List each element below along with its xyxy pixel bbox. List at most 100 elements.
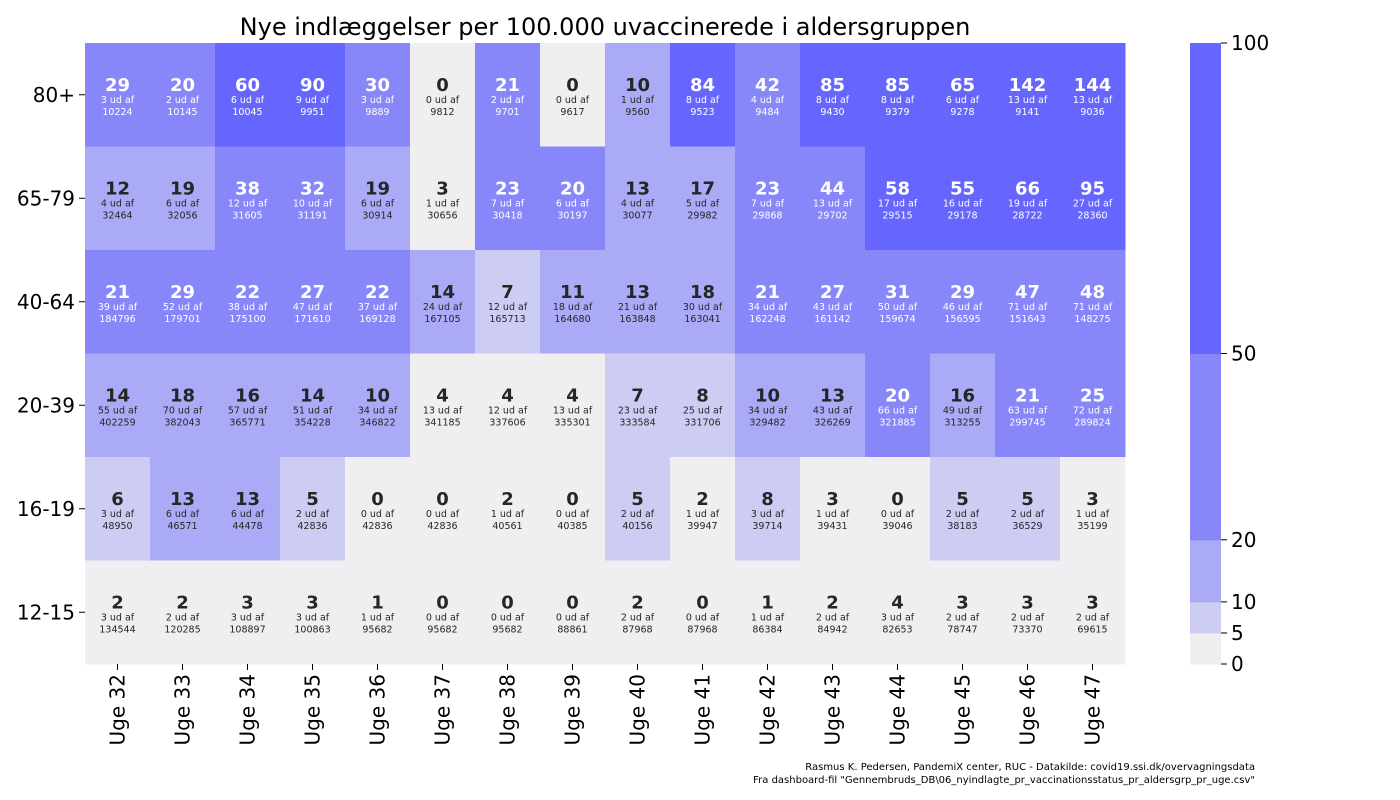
cell-population-label: 163848: [619, 314, 655, 325]
heatmap-cell: [475, 457, 541, 561]
heatmap-cell: [995, 457, 1061, 561]
heatmap-cell: [995, 250, 1061, 354]
cell-value-label: 144: [1074, 75, 1112, 96]
cell-population-label: 95682: [362, 625, 392, 636]
cell-population-label: 88861: [557, 625, 587, 636]
cell-count-label: 30 ud af: [683, 302, 723, 313]
cell-population-label: 337606: [489, 418, 525, 429]
cell-count-label: 0 ud af: [556, 613, 590, 624]
cell-count-label: 21 ud af: [618, 302, 658, 313]
cell-value-label: 0: [566, 593, 579, 614]
heatmap-cell: [1060, 560, 1126, 665]
cell-count-label: 2 ud af: [816, 613, 850, 624]
cell-population-label: 29702: [817, 211, 847, 222]
cell-value-label: 29: [105, 75, 130, 96]
cell-count-label: 71 ud af: [1073, 302, 1113, 313]
cell-value-label: 16: [950, 386, 975, 407]
heatmap-cell: [85, 146, 151, 251]
cell-count-label: 0 ud af: [426, 613, 460, 624]
cell-value-label: 0: [436, 75, 449, 96]
cell-population-label: 346822: [359, 418, 395, 429]
cell-count-label: 66 ud af: [878, 406, 918, 417]
cell-population-label: 164680: [554, 314, 590, 325]
y-tick-label: 80+: [33, 83, 75, 107]
colorbar-tick-label: 50: [1231, 342, 1256, 366]
cell-count-label: 4 ud af: [621, 199, 655, 210]
cell-count-label: 1 ud af: [816, 509, 850, 520]
heatmap-cell: [930, 146, 996, 251]
cell-value-label: 18: [690, 282, 715, 303]
cell-value-label: 29: [170, 282, 195, 303]
heatmap-cell: [800, 457, 866, 561]
cell-value-label: 32: [300, 179, 325, 200]
cell-population-label: 184796: [99, 314, 135, 325]
heatmap-cell: [475, 146, 541, 251]
cell-value-label: 0: [891, 489, 904, 510]
cell-population-label: 365771: [229, 418, 265, 429]
cell-count-label: 43 ud af: [813, 302, 853, 313]
cell-population-label: 32464: [102, 211, 132, 222]
cell-count-label: 1 ud af: [426, 199, 460, 210]
cell-count-label: 9 ud af: [296, 95, 330, 106]
heatmap-cell: [540, 353, 606, 458]
cell-population-label: 87968: [687, 625, 717, 636]
cell-value-label: 10: [625, 75, 650, 96]
heatmap-cell: [345, 146, 411, 251]
heatmap-cell: [1060, 250, 1126, 354]
heatmap-cell: [800, 560, 866, 665]
heatmap-cell: [410, 457, 476, 561]
cell-count-label: 1 ud af: [491, 509, 525, 520]
cell-value-label: 3: [956, 593, 969, 614]
heatmap-cell: [410, 43, 476, 147]
cell-population-label: 179701: [164, 314, 200, 325]
heatmap-cell: [995, 560, 1061, 665]
cell-population-label: 402259: [99, 418, 135, 429]
cell-value-label: 90: [300, 75, 325, 96]
cell-count-label: 3 ud af: [751, 509, 785, 520]
cell-value-label: 2: [696, 489, 709, 510]
cell-value-label: 55: [950, 179, 975, 200]
footer-source: Fra dashboard-fil "Gennembruds_DB\06_nyi…: [753, 775, 1255, 786]
cell-population-label: 36529: [1012, 521, 1042, 532]
cell-population-label: 299745: [1009, 418, 1045, 429]
cell-value-label: 25: [1080, 386, 1105, 407]
cell-count-label: 13 ud af: [423, 406, 463, 417]
cell-population-label: 39431: [817, 521, 847, 532]
colorbar-bin: [1190, 632, 1221, 665]
heatmap-cell: [930, 250, 996, 354]
heatmap-cell: [540, 250, 606, 354]
heatmap-cell: [735, 250, 801, 354]
cell-value-label: 31: [885, 282, 910, 303]
cell-value-label: 0: [566, 75, 579, 96]
colorbar-tick-label: 100: [1231, 31, 1269, 55]
colorbar-bin: [1190, 601, 1221, 634]
cell-value-label: 21: [755, 282, 780, 303]
cell-count-label: 17 ud af: [878, 199, 918, 210]
cell-value-label: 18: [170, 386, 195, 407]
cell-value-label: 3: [1086, 489, 1099, 510]
cell-value-label: 27: [300, 282, 325, 303]
cell-population-label: 10145: [167, 107, 197, 118]
cell-population-label: 73370: [1012, 625, 1042, 636]
x-tick-label: Uge 43: [821, 674, 845, 745]
cell-count-label: 2 ud af: [1011, 613, 1045, 624]
cell-count-label: 19 ud af: [1008, 199, 1048, 210]
cell-population-label: 162248: [749, 314, 785, 325]
cell-count-label: 2 ud af: [1076, 613, 1110, 624]
cell-value-label: 66: [1015, 179, 1040, 200]
colorbar-bin: [1190, 353, 1221, 541]
heatmap-cell: [930, 457, 996, 561]
cell-count-label: 5 ud af: [686, 199, 720, 210]
cell-value-label: 5: [306, 489, 319, 510]
cell-population-label: 341185: [424, 418, 460, 429]
y-tick-label: 20-39: [17, 393, 75, 417]
cell-population-label: 329482: [749, 418, 785, 429]
cell-count-label: 49 ud af: [943, 406, 983, 417]
cell-count-label: 51 ud af: [293, 406, 333, 417]
cell-population-label: 84942: [817, 625, 847, 636]
heatmap-cell: [865, 43, 931, 147]
heatmap-cell: [605, 353, 671, 458]
cell-count-label: 46 ud af: [943, 302, 983, 313]
cell-count-label: 1 ud af: [361, 613, 395, 624]
cell-population-label: 9379: [885, 107, 909, 118]
